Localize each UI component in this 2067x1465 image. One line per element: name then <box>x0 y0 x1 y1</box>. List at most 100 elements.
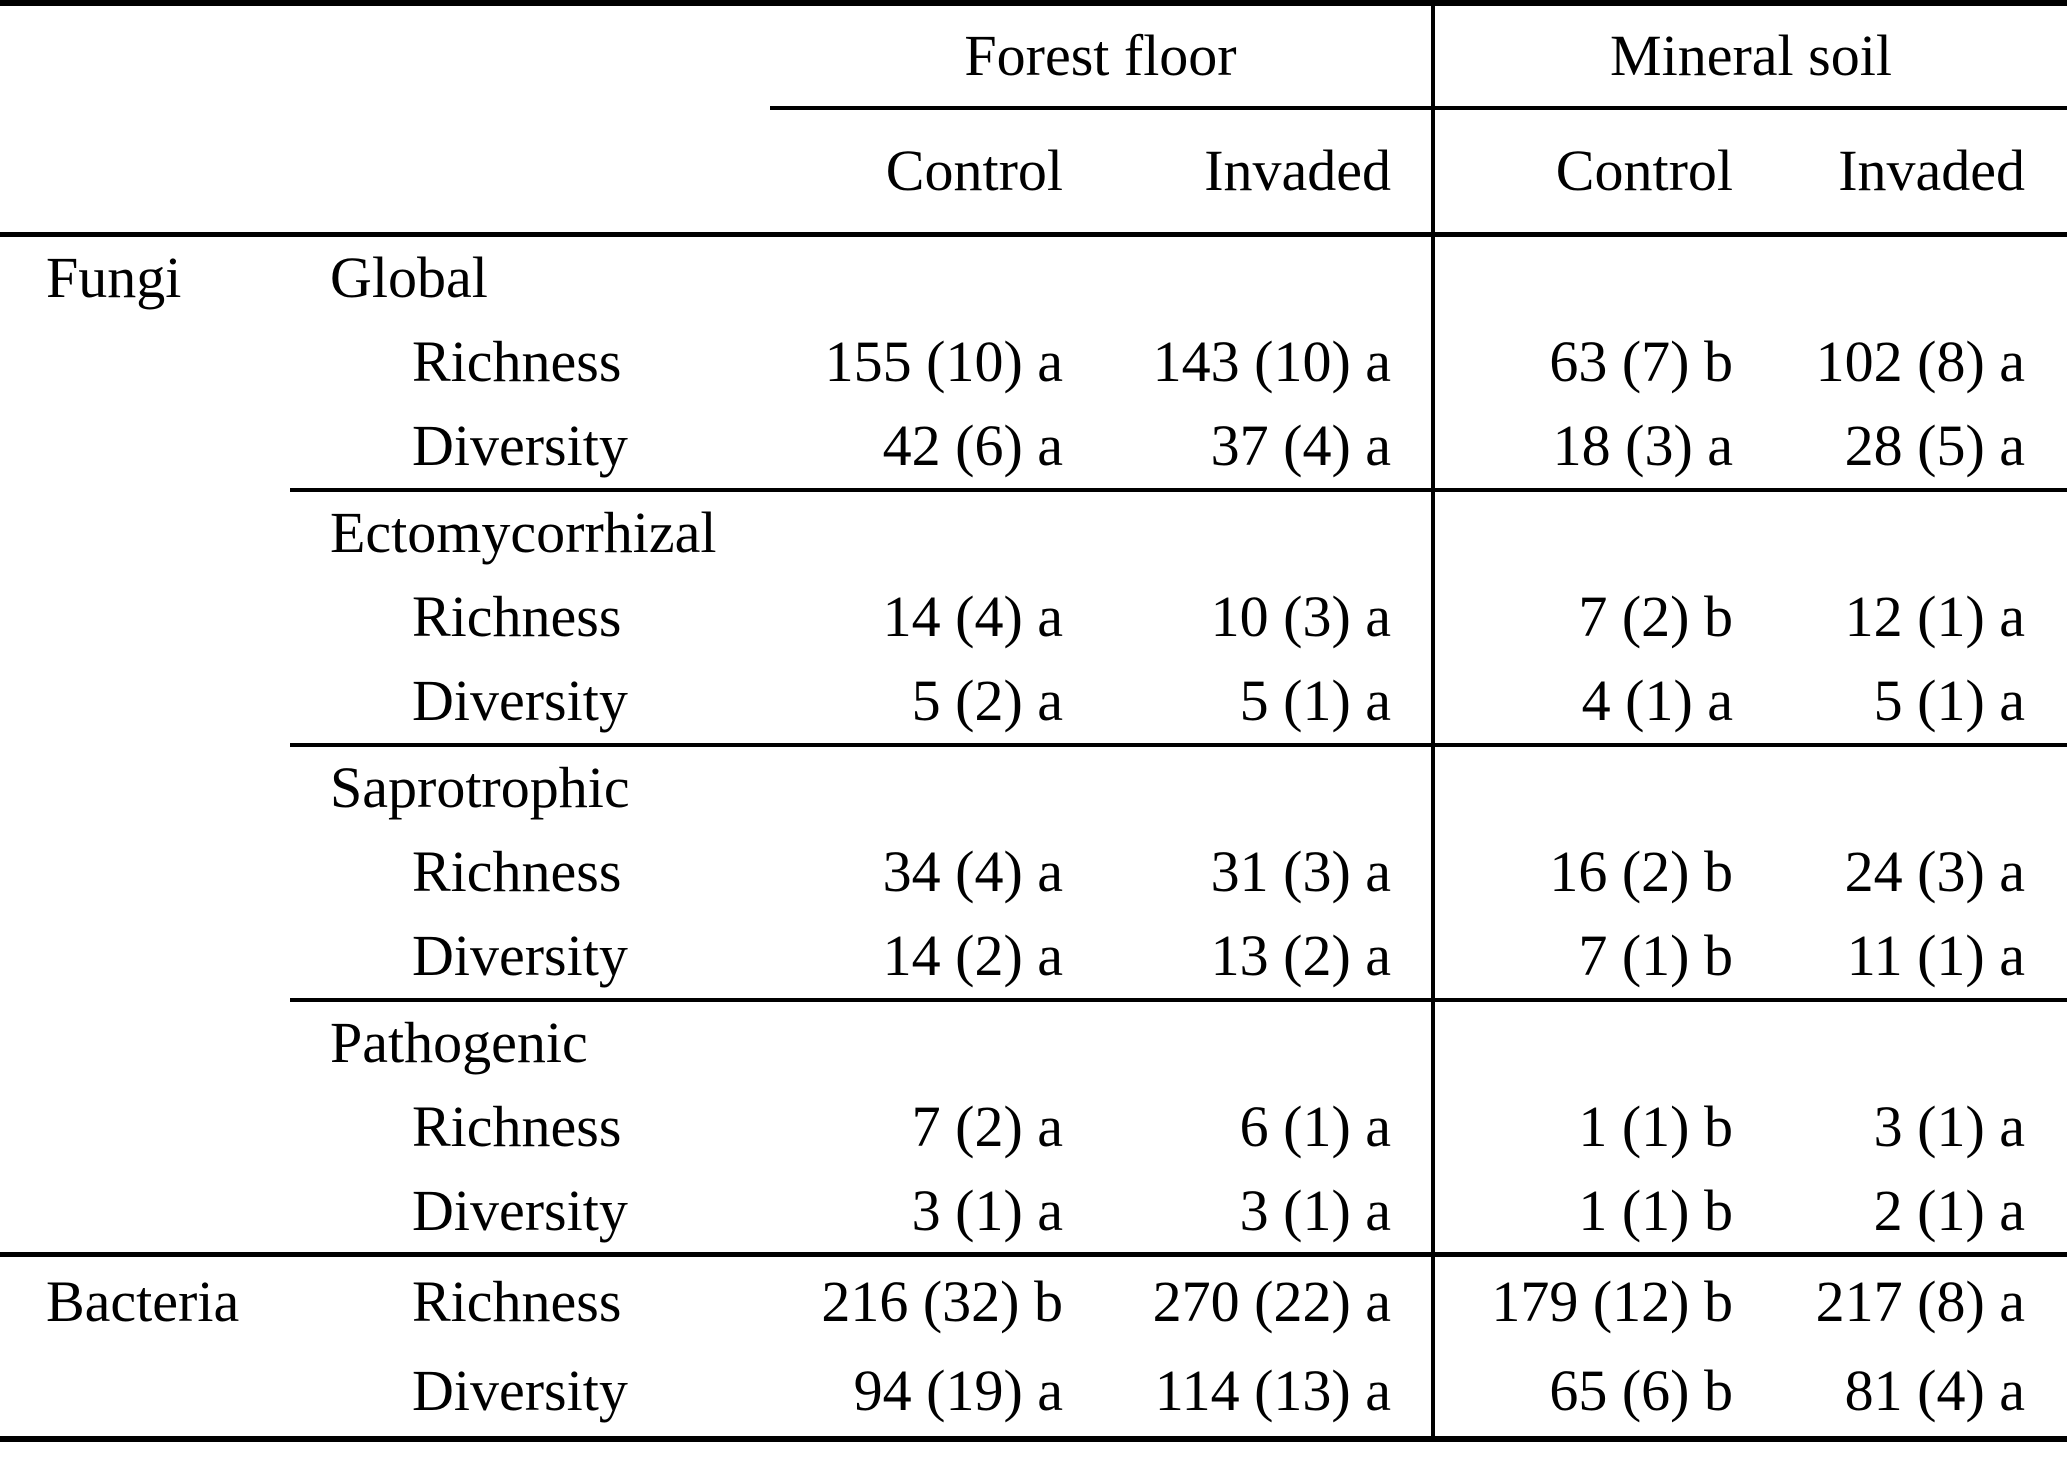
value-cell: 14 (4) a <box>882 584 1063 649</box>
value-cell: 28 (5) a <box>1745 404 2067 492</box>
row-group-label: Fungi <box>46 245 182 311</box>
empty-header-cell <box>0 3 290 108</box>
value-cell: 65 (6) b <box>1431 1346 1745 1439</box>
row-label: Richness <box>412 839 622 904</box>
table-row: Richness 14 (4) a 10 (3) a 7 (2) b 12 (1… <box>0 574 2067 660</box>
value-cell: 2 (1) a <box>1745 1169 2067 1257</box>
row-group-label <box>0 490 290 575</box>
row-group-label <box>0 660 290 745</box>
table-row: Diversity 42 (6) a 37 (4) a 18 (3) a 28 … <box>0 404 2067 492</box>
value-cell <box>1075 490 1433 575</box>
value-cell: 42 (6) a <box>770 404 1075 492</box>
table-row: Richness 7 (2) a 6 (1) a 1 (1) b 3 (1) a <box>0 1084 2067 1170</box>
value-cell <box>1745 235 2067 320</box>
value-cell: 34 (4) a <box>882 839 1063 904</box>
value-cell: 143 (10) a <box>1152 329 1391 394</box>
subheader-mineral-soil-invaded: Invaded <box>1745 108 2067 237</box>
value-cell: 7 (2) a <box>911 1094 1063 1159</box>
table-row: Ectomycorrhizal <box>0 489 2067 575</box>
table-row: Pathogenic <box>0 999 2067 1085</box>
value-cell: 6 (1) a <box>1239 1094 1391 1159</box>
table-row: Diversity 94 (19) a 114 (13) a 65 (6) b … <box>0 1346 2067 1439</box>
value-cell <box>1431 489 1745 575</box>
empty-header-cell <box>290 3 770 108</box>
row-label: Global <box>330 245 488 311</box>
row-group-label <box>0 1085 290 1170</box>
row-group-label <box>0 320 290 405</box>
value-cell: 10 (3) a <box>1210 584 1391 649</box>
subheader-mineral-soil-control: Control <box>1431 108 1745 237</box>
value-cell: 4 (1) a <box>1431 659 1745 747</box>
row-group-label <box>0 1347 290 1439</box>
column-group-mineral-soil: Mineral soil <box>1431 3 2067 110</box>
table-row: Diversity 3 (1) a 3 (1) a 1 (1) b 2 (1) … <box>0 1169 2067 1257</box>
value-cell <box>1431 234 1745 320</box>
value-cell: 216 (32) b <box>821 1268 1063 1334</box>
column-group-header-row: Forest floor Mineral soil <box>0 3 2067 110</box>
value-cell: 63 (7) b <box>1431 319 1745 405</box>
row-label: Diversity <box>290 914 770 1002</box>
value-cell: 3 (1) a <box>1075 1169 1433 1257</box>
row-group-label <box>0 1000 290 1085</box>
row-group-label: Bacteria <box>46 1268 240 1334</box>
subheader-forest-floor-invaded: Invaded <box>1075 108 1433 237</box>
table-row: Richness 34 (4) a 31 (3) a 16 (2) b 24 (… <box>0 829 2067 915</box>
value-cell: 7 (1) b <box>1431 914 1745 1002</box>
value-cell: 81 (4) a <box>1844 1358 2025 1423</box>
value-cell: 11 (1) a <box>1745 914 2067 1002</box>
value-cell: 13 (2) a <box>1075 914 1433 1002</box>
value-cell: 18 (3) a <box>1431 404 1745 492</box>
row-label: Diversity <box>290 1169 770 1257</box>
row-label: Diversity <box>290 404 770 492</box>
row-label: Diversity <box>290 659 770 747</box>
value-cell: 217 (8) a <box>1815 1268 2025 1334</box>
table-row: Bacteria Richness 216 (32) b 270 (22) a … <box>0 1254 2067 1347</box>
value-cell: 1 (1) b <box>1431 1169 1745 1257</box>
column-group-forest-floor: Forest floor <box>770 3 1433 110</box>
row-label: Richness <box>412 329 622 394</box>
sub-header-row: Control Invaded Control Invaded <box>0 108 2067 237</box>
table-row: Richness 155 (10) a 143 (10) a 63 (7) b … <box>0 319 2067 405</box>
table-row: Diversity 14 (2) a 13 (2) a 7 (1) b 11 (… <box>0 914 2067 1002</box>
value-cell <box>1431 744 1745 830</box>
value-cell <box>1745 1000 2067 1085</box>
row-label: Saprotrophic <box>330 755 630 820</box>
empty-header-cell <box>0 108 290 237</box>
value-cell: 24 (3) a <box>1844 839 2025 904</box>
row-group-label <box>0 575 290 660</box>
value-cell: 3 (1) a <box>1873 1094 2025 1159</box>
row-group-label <box>0 1169 290 1257</box>
row-label: Richness <box>412 1268 622 1334</box>
row-label: Diversity <box>412 1358 628 1423</box>
row-group-label <box>0 745 290 830</box>
table-row: Saprotrophic <box>0 744 2067 830</box>
value-cell <box>770 235 1075 320</box>
table-row: Fungi Global <box>0 234 2067 320</box>
value-cell: 102 (8) a <box>1815 329 2025 394</box>
value-cell: 14 (2) a <box>770 914 1075 1002</box>
row-label: Pathogenic <box>330 1010 588 1075</box>
value-cell: 7 (2) b <box>1431 574 1745 660</box>
row-label: Richness <box>412 1094 622 1159</box>
subheader-forest-floor-control: Control <box>770 108 1075 237</box>
empty-header-cell <box>290 108 770 237</box>
value-cell: 3 (1) a <box>770 1169 1075 1257</box>
value-cell <box>1745 745 2067 830</box>
value-cell: 155 (10) a <box>824 329 1063 394</box>
row-group-label <box>0 915 290 1000</box>
row-group-label <box>0 830 290 915</box>
row-group-label <box>0 405 290 490</box>
value-cell <box>1075 745 1433 830</box>
value-cell <box>770 745 1075 830</box>
value-cell: 31 (3) a <box>1210 839 1391 904</box>
value-cell: 1 (1) b <box>1431 1084 1745 1170</box>
value-cell: 94 (19) a <box>853 1358 1063 1423</box>
value-cell <box>1745 490 2067 575</box>
table-row: Diversity 5 (2) a 5 (1) a 4 (1) a 5 (1) … <box>0 659 2067 747</box>
value-cell <box>1075 1000 1433 1085</box>
value-cell: 270 (22) a <box>1152 1268 1391 1334</box>
value-cell: 5 (1) a <box>1745 659 2067 747</box>
value-cell: 16 (2) b <box>1431 829 1745 915</box>
